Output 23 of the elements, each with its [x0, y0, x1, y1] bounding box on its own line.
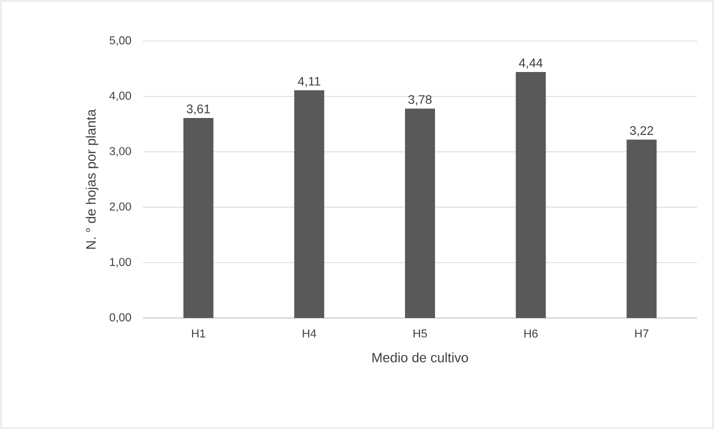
data-label: 3,22: [630, 126, 654, 136]
data-label: 3,78: [408, 95, 432, 106]
bar: [294, 90, 324, 318]
y-tick-label: 4,00: [109, 92, 132, 102]
y-tick-label: 3,00: [110, 147, 132, 157]
x-axis-title: Medio de cultivo: [372, 352, 468, 362]
bar: [626, 140, 657, 318]
y-axis-title: N. ° de hojas por planta: [86, 109, 98, 249]
data-label: 3,61: [186, 104, 210, 115]
y-tick-label: 0,00: [110, 313, 132, 323]
x-tick-label: H7: [635, 330, 648, 338]
x-tick-label: H4: [302, 330, 316, 338]
y-tick-label: 1,00: [110, 258, 132, 268]
bar: [516, 72, 546, 318]
data-label: 4,11: [298, 76, 320, 88]
data-label: 4,44: [518, 58, 543, 69]
bar: [405, 108, 436, 318]
x-tick-label: H5: [414, 330, 427, 338]
y-tick-label: 5,00: [110, 36, 132, 46]
x-tick-label: H6: [524, 330, 538, 338]
bar: [183, 118, 214, 318]
x-tick-label: H1: [192, 330, 206, 338]
y-tick-label: 2,00: [110, 202, 132, 212]
